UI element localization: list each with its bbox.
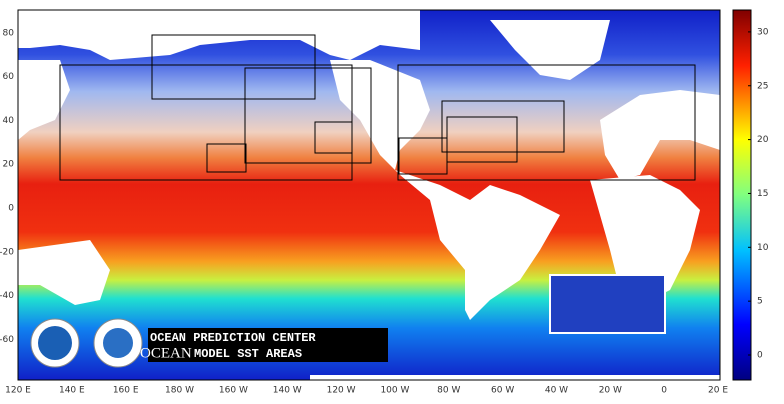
lon-tick-label: 180 W	[165, 386, 194, 396]
logos	[30, 318, 143, 368]
region-boxes	[59, 34, 696, 181]
lon-tick-label: 140 E	[59, 386, 85, 396]
region-box	[314, 121, 353, 154]
region-box	[441, 100, 565, 153]
map-frame	[17, 9, 721, 381]
inset-map	[549, 274, 666, 334]
lat-tick-label: 0	[8, 204, 14, 214]
region-box	[398, 137, 448, 175]
lat-tick-label: 40	[3, 116, 15, 126]
region-box	[206, 143, 247, 173]
lat-tick-label: -60	[0, 335, 14, 345]
lon-tick-label: 20 W	[599, 386, 622, 396]
colorbar-tick-label: 25	[757, 81, 768, 91]
lon-tick-label: 80 W	[437, 386, 460, 396]
map	[17, 9, 721, 381]
lat-tick-label: -40	[0, 291, 14, 301]
region-box	[244, 67, 372, 164]
lat-tick-label: 60	[3, 72, 15, 82]
region-box	[151, 34, 316, 100]
land	[18, 10, 720, 380]
lat-tick-label: 20	[3, 160, 15, 170]
noaa-logo-inner	[38, 326, 72, 360]
colorbar-tick-label: 0	[757, 351, 763, 361]
colorbar-tick-label: 15	[757, 189, 768, 199]
colorbar-tick-label: 5	[757, 297, 763, 307]
colorbar-tick-label: 30	[757, 27, 769, 37]
region-box	[397, 64, 696, 181]
banner-sub: MODEL SST AREAS	[194, 347, 302, 361]
lon-tick-label: 140 W	[273, 386, 302, 396]
ticks: 80 60 40 20 0 -20 -40 -60 120 E 140 E 160 E 180 W 16…	[0, 27, 769, 395]
banner-bg	[148, 328, 388, 362]
lat-tick-label: 80	[3, 28, 15, 38]
lon-tick-label: 160 W	[219, 386, 248, 396]
lon-tick-label: 0	[661, 386, 667, 396]
lon-tick-label: 100 W	[380, 386, 409, 396]
colorbar-tick-label: 10	[757, 243, 769, 253]
lon-tick-label: 120 E	[5, 386, 31, 396]
banner-big: OCEAN	[140, 345, 192, 361]
colorbar	[732, 9, 752, 381]
banner-title: OCEAN PREDICTION CENTER	[150, 331, 316, 345]
lon-tick-label: 120 W	[327, 386, 356, 396]
lon-tick-label: 60 W	[491, 386, 514, 396]
colorbar-tick-label: 20	[757, 135, 769, 145]
nws-logo-inner	[103, 328, 133, 358]
lon-tick-label: 40 W	[545, 386, 568, 396]
lon-tick-label: 160 E	[113, 386, 139, 396]
lat-tick-label: -20	[0, 247, 14, 257]
lon-tick-label: 20 E	[708, 386, 728, 396]
banner: OCEAN PREDICTION CENTER OCEAN MODEL SST …	[140, 328, 388, 362]
